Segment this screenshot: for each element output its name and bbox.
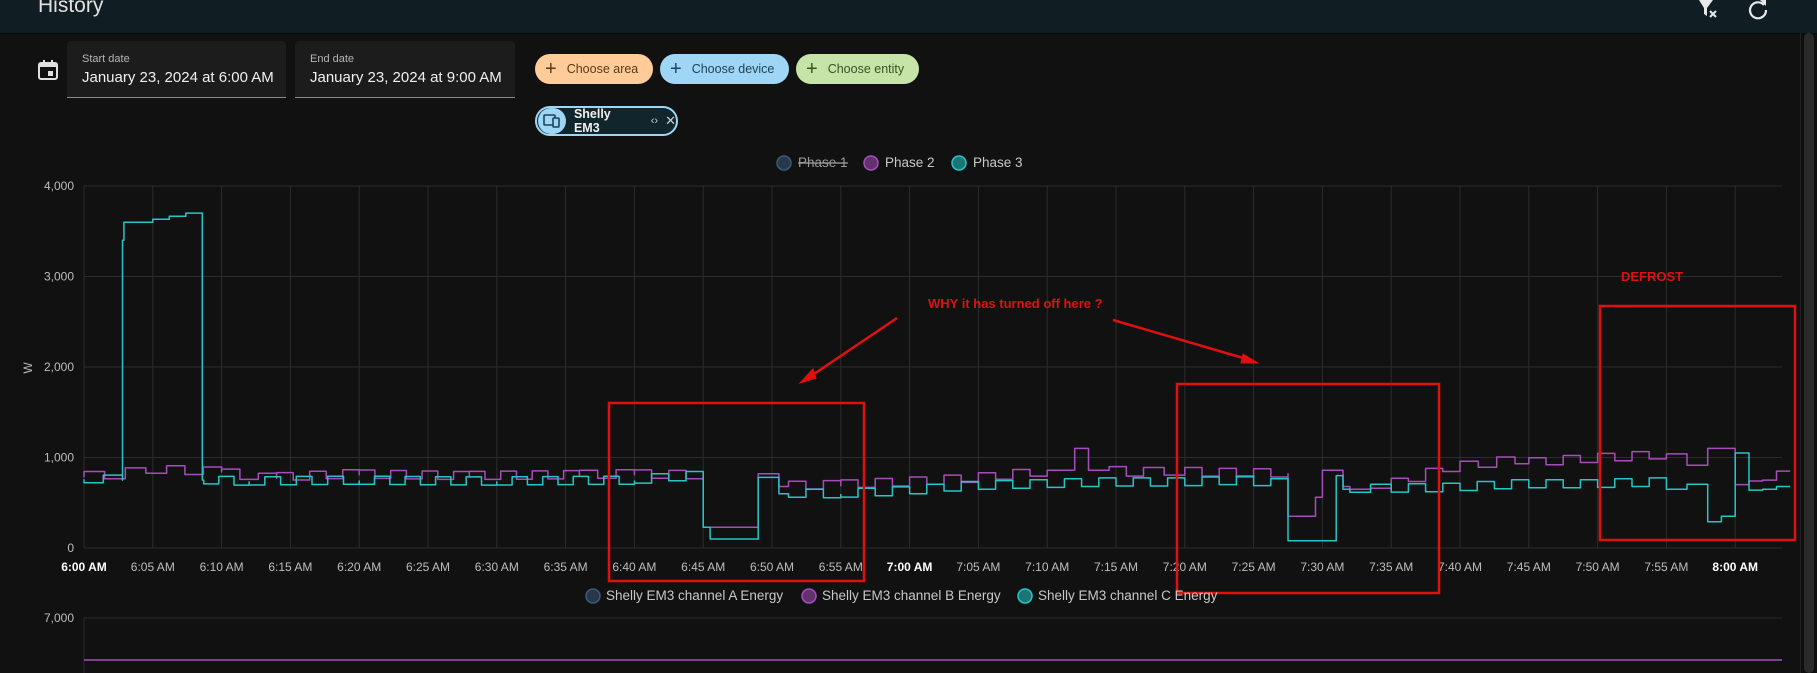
series-line-phase-2 [83,447,1791,528]
legend-swatch [951,155,967,171]
start-date-label: Start date [82,53,130,65]
expand-icon[interactable]: ‹› [650,115,659,127]
annotation-arrow [1112,318,1251,362]
x-tick-label: 7:10 AM [1025,560,1069,574]
plus-icon: + [670,58,682,80]
annotation-box [1598,304,1797,542]
refresh-icon[interactable] [1745,0,1771,23]
x-tick-label: 6:15 AM [268,560,312,574]
legend-swatch [776,155,792,171]
devices-icon [538,108,566,134]
annotation-arrowhead [798,368,817,385]
end-date-label: End date [310,53,355,65]
x-tick-label: 7:40 AM [1438,560,1482,574]
y-tick-label: 0 [67,541,74,555]
x-tick-label: 7:20 AM [1163,560,1207,574]
x-tick-label: 6:40 AM [612,560,656,574]
legend-swatch [863,155,879,171]
x-tick-label: 6:35 AM [544,560,588,574]
x-tick-label: 7:15 AM [1094,560,1138,574]
y-tick-label: 7,000 [44,611,74,625]
x-tick-label: 6:25 AM [406,560,450,574]
annotation-box [1175,382,1441,595]
calendar-icon[interactable] [36,58,60,82]
x-tick-label: 7:05 AM [956,560,1000,574]
annotation-arrowhead [1240,353,1260,364]
y-tick-label: 1,000 [44,451,74,465]
x-tick-label: 7:25 AM [1232,560,1276,574]
start-date-value[interactable]: January 23, 2024 at 6:00 AM [82,69,274,86]
legend-swatch [801,588,817,604]
x-tick-label: 6:20 AM [337,560,381,574]
plus-icon: + [806,58,818,80]
annotation-text: DEFROST [1621,269,1683,284]
x-tick-label: 7:45 AM [1507,560,1551,574]
page-title: History [38,0,104,17]
x-tick-label: 6:30 AM [475,560,519,574]
start-date-field[interactable]: Start date January 23, 2024 at 6:00 AM [67,41,286,98]
annotation-text: WHY it has turned off here ? [928,296,1103,311]
legend-label: Phase 1 [798,155,848,170]
page-scrollbar[interactable] [1800,33,1817,673]
x-tick-label: 8:00 AM [1712,560,1758,574]
x-tick-label: 6:45 AM [681,560,725,574]
legend-swatch [1017,588,1033,604]
annotation-arrow [807,316,898,380]
choose-area-label: Choose area [566,62,639,76]
x-tick-label: 6:55 AM [819,560,863,574]
choose-entity-label: Choose entity [827,62,905,76]
x-tick-label: 6:05 AM [131,560,175,574]
legend-label: Shelly EM3 channel C Energy [1038,588,1218,603]
legend-swatch [585,588,601,604]
filter-remove-icon[interactable] [1695,0,1721,23]
choose-area-button[interactable]: + Choose area [535,54,653,84]
choose-entity-button[interactable]: + Choose entity [796,54,919,84]
legend-label: Shelly EM3 channel B Energy [822,588,1001,603]
legend-label: Shelly EM3 channel A Energy [606,588,783,603]
x-tick-label: 7:50 AM [1576,560,1620,574]
y-tick-label: 2,000 [44,360,74,374]
series-line-phase-3 [83,212,1791,542]
plus-icon: + [545,58,557,80]
x-tick-label: 6:10 AM [200,560,244,574]
selected-device-chip[interactable]: Shelly EM3 ‹› ✕ [535,106,678,136]
selected-device-name: Shelly EM3 [573,107,611,135]
top-app-bar: History [0,0,1817,33]
end-date-value[interactable]: January 23, 2024 at 9:00 AM [310,69,502,86]
y-tick-label: 3,000 [44,270,74,284]
legend-label: Phase 3 [973,155,1023,170]
x-tick-label: 7:30 AM [1300,560,1344,574]
choose-device-button[interactable]: + Choose device [660,54,789,84]
y-tick-label: 4,000 [44,179,74,193]
x-tick-label: 7:00 AM [887,560,933,574]
x-tick-label: 6:50 AM [750,560,794,574]
remove-device-icon[interactable]: ✕ [665,113,676,128]
choose-device-label: Choose device [691,62,775,76]
x-tick-label: 6:00 AM [61,560,107,574]
legend-label: Phase 2 [885,155,935,170]
annotation-box [607,401,866,583]
x-tick-label: 7:35 AM [1369,560,1413,574]
x-tick-label: 7:55 AM [1644,560,1688,574]
y-axis-label: W [21,362,35,374]
scrollbar-thumb[interactable] [1804,33,1814,673]
end-date-field[interactable]: End date January 23, 2024 at 9:00 AM [295,41,515,98]
